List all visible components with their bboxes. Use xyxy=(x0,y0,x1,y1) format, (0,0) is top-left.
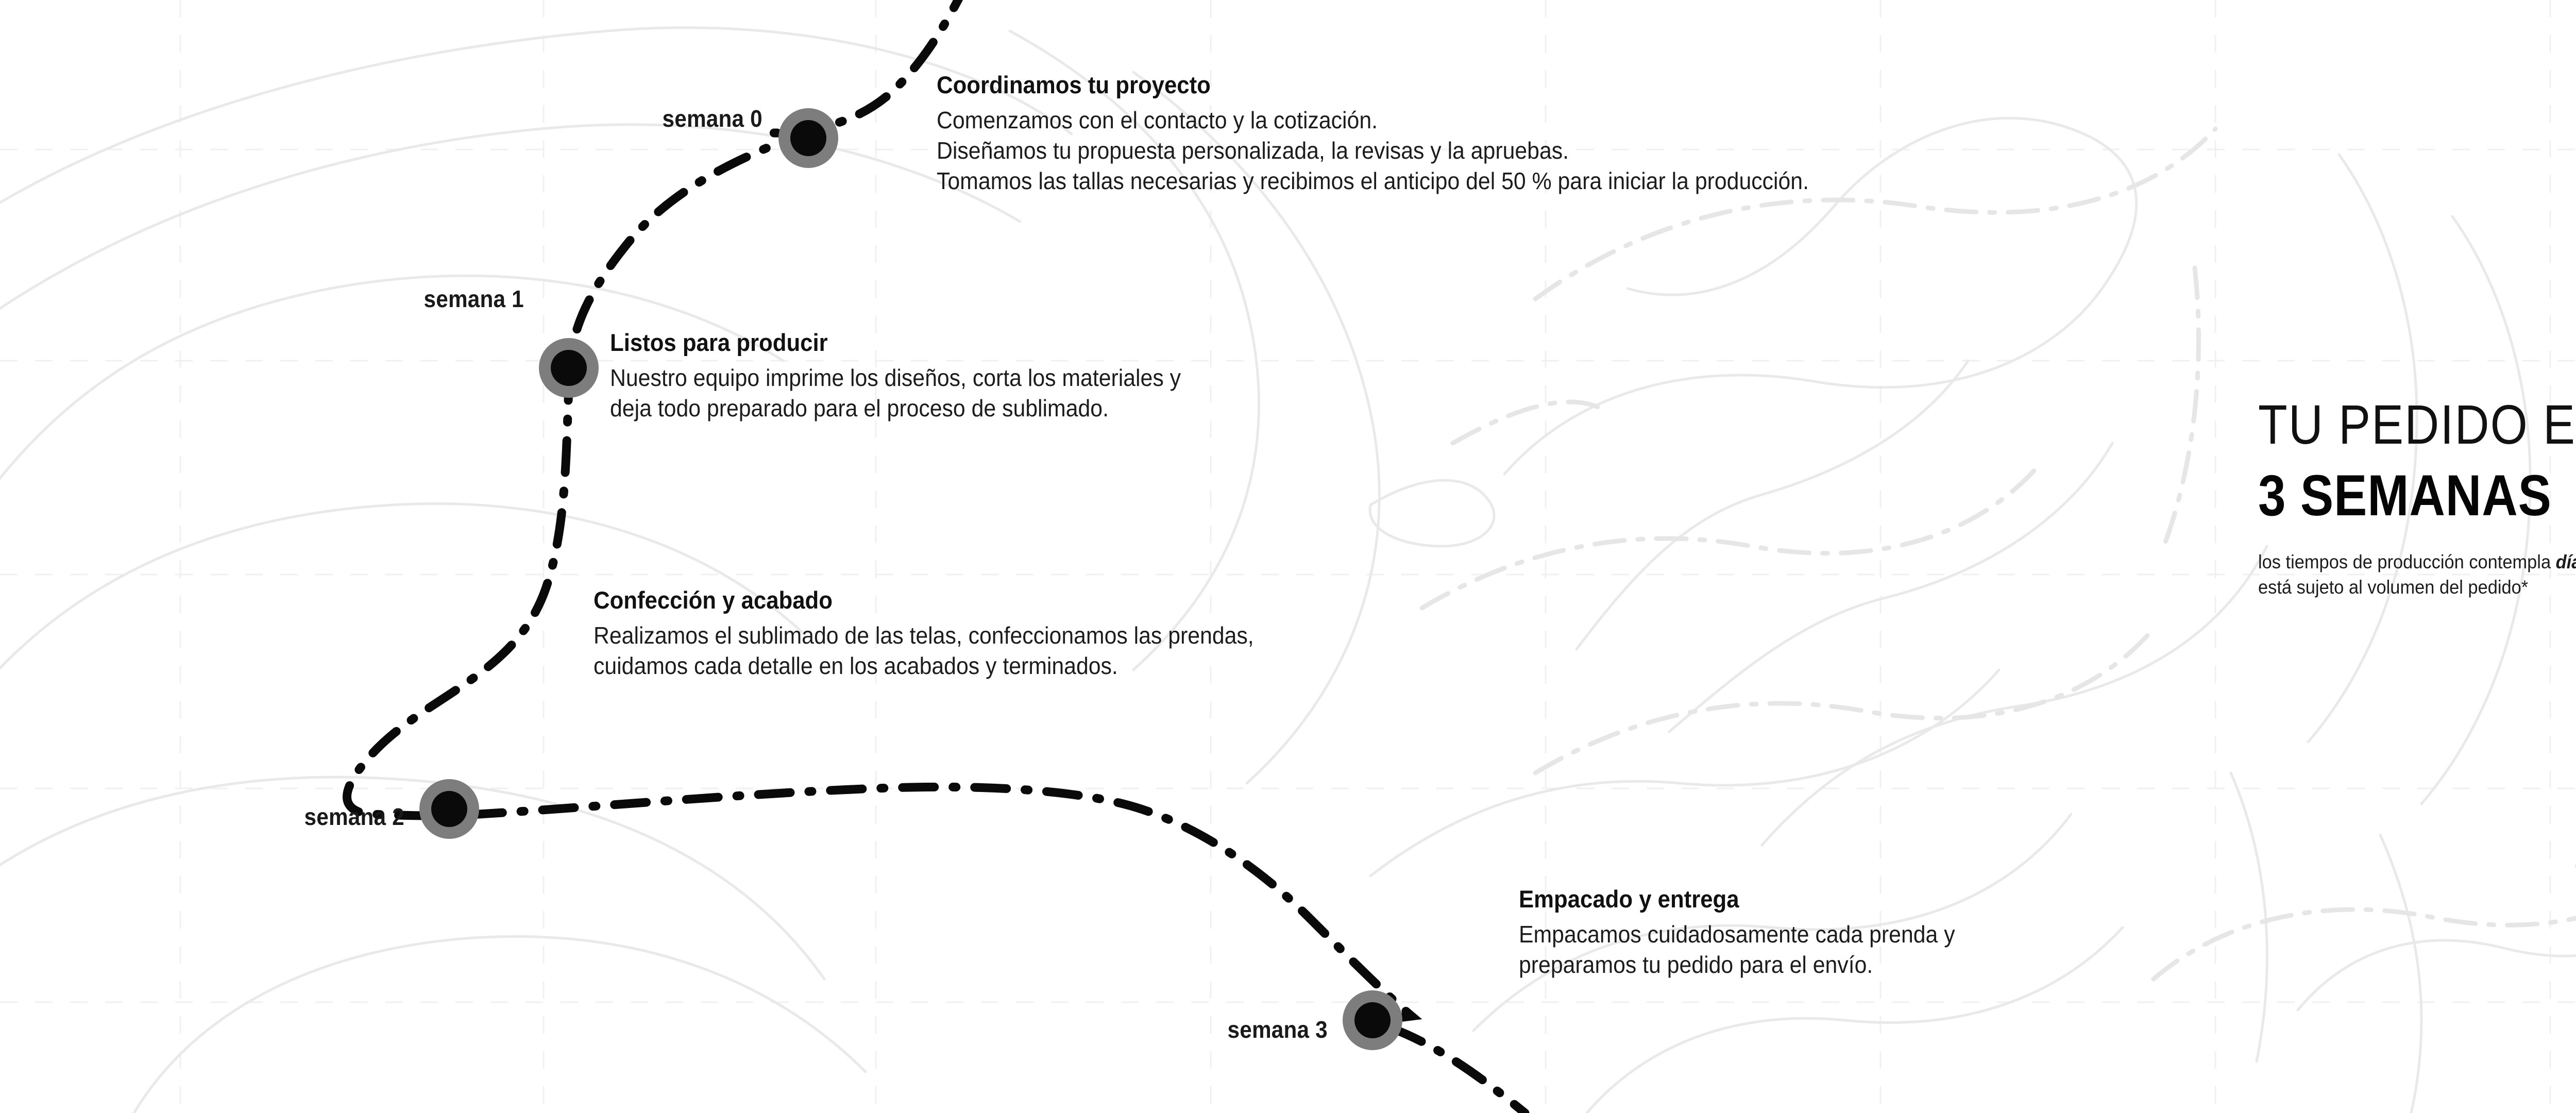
timeline-node-core xyxy=(551,350,587,386)
step-title: Coordinamos tu proyecto xyxy=(937,71,1211,98)
week-label-3: semana 3 xyxy=(1227,1016,1328,1043)
step-empacado: Empacado y entrega Empacamos cuidadosame… xyxy=(1519,886,1988,980)
timeline-node-week-3[interactable] xyxy=(1343,990,1402,1050)
footnote-text-part-1: los tiempos de producción contempla xyxy=(2258,551,2556,572)
step-body-line: cuidamos cada detalle en los acabados y … xyxy=(594,652,1118,679)
step-title: Confección y acabado xyxy=(594,586,833,614)
step-body-line: Comenzamos con el contacto y la cotizaci… xyxy=(937,106,1378,133)
headline-line-2: 3 SEMANAS xyxy=(2258,463,2552,528)
footnote-line-2: está sujeto al volumen del pedido* xyxy=(2258,577,2529,598)
timeline-node-core xyxy=(790,120,826,156)
step-body-line: Tomamos las tallas necesarias y recibimo… xyxy=(937,167,1809,194)
step-body-line: Nuestro equipo imprime los diseños, cort… xyxy=(610,364,1181,391)
step-body-line: preparamos tu pedido para el envío. xyxy=(1519,951,1873,978)
week-label-2: semana 2 xyxy=(304,803,404,830)
step-body-line: Diseñamos tu propuesta personalizada, la… xyxy=(937,137,1569,164)
step-listos: Listos para producir Nuestro equipo impr… xyxy=(610,330,1224,424)
headline-footnote: los tiempos de producción contempla días… xyxy=(2258,549,2576,600)
step-coordinamos: Coordinamos tu proyecto Comenzamos con e… xyxy=(937,72,1874,196)
step-body-line: Empacamos cuidadosamente cada prenda y xyxy=(1519,920,1955,948)
headline-line-1: TU PEDIDO EN xyxy=(2258,393,2576,456)
week-label-1: semana 1 xyxy=(423,285,524,312)
timeline-node-week-0[interactable] xyxy=(778,108,838,168)
step-confeccion: Confección y acabado Realizamos el subli… xyxy=(594,587,1303,681)
timeline-node-core xyxy=(431,791,467,827)
footnote-emphasis: días hábiles xyxy=(2555,551,2576,572)
timeline-node-core xyxy=(1354,1002,1391,1038)
footnote-line-1: los tiempos de producción contempla días… xyxy=(2258,549,2576,575)
timeline-node-week-1[interactable] xyxy=(539,338,599,398)
week-label-0: semana 0 xyxy=(662,105,762,132)
step-body-line: Realizamos el sublimado de las telas, co… xyxy=(594,621,1254,649)
step-body-line: deja todo preparado para el proceso de s… xyxy=(610,394,1109,421)
headline-panel: TU PEDIDO EN 3 SEMANAS los tiempos de pr… xyxy=(2258,397,2576,600)
timeline-node-week-2[interactable] xyxy=(419,779,479,839)
step-title: Empacado y entrega xyxy=(1519,885,1739,913)
step-title: Listos para producir xyxy=(610,329,828,356)
